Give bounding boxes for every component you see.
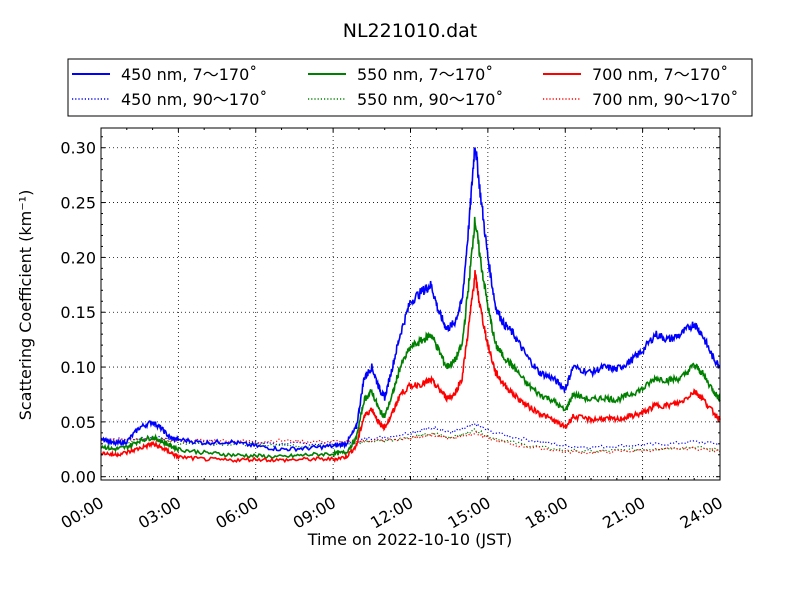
series-line: [100, 270, 721, 464]
legend-label: 700 nm, 90～170˚: [592, 90, 738, 109]
y-tick-label: 0.20: [60, 248, 96, 267]
legend-frame: [67, 58, 753, 117]
plot-area: [100, 147, 721, 464]
legend-label: 450 nm, 90～170˚: [121, 90, 267, 109]
series-line: [100, 428, 721, 454]
y-tick-label: 0.00: [60, 468, 96, 487]
series-line: [100, 147, 721, 453]
legend: 450 nm, 7～170˚ 450 nm, 90～170˚ 550 nm, 7～1…: [67, 58, 753, 117]
y-tick-label: 0.30: [60, 139, 96, 158]
legend-label: 700 nm, 7～170˚: [592, 65, 728, 84]
series-line: [100, 216, 721, 460]
chart-title: NL221010.dat: [343, 20, 478, 42]
y-tick-label: 0.15: [60, 303, 96, 322]
y-axis-label: Scattering Coefficient (km⁻¹): [16, 190, 35, 421]
legend-label: 450 nm, 7～170˚: [121, 65, 257, 84]
y-tick-label: 0.05: [60, 413, 96, 432]
y-tick-label: 0.25: [60, 194, 96, 213]
legend-label: 550 nm, 90～170˚: [357, 90, 503, 109]
y-axis: 0.00 0.05 0.10 0.15 0.20 0.25 0.30: [60, 136, 720, 487]
legend-label: 550 nm, 7～170˚: [357, 65, 493, 84]
x-axis-label: Time on 2022-10-10 (JST): [307, 530, 512, 549]
y-tick-label: 0.10: [60, 358, 96, 377]
